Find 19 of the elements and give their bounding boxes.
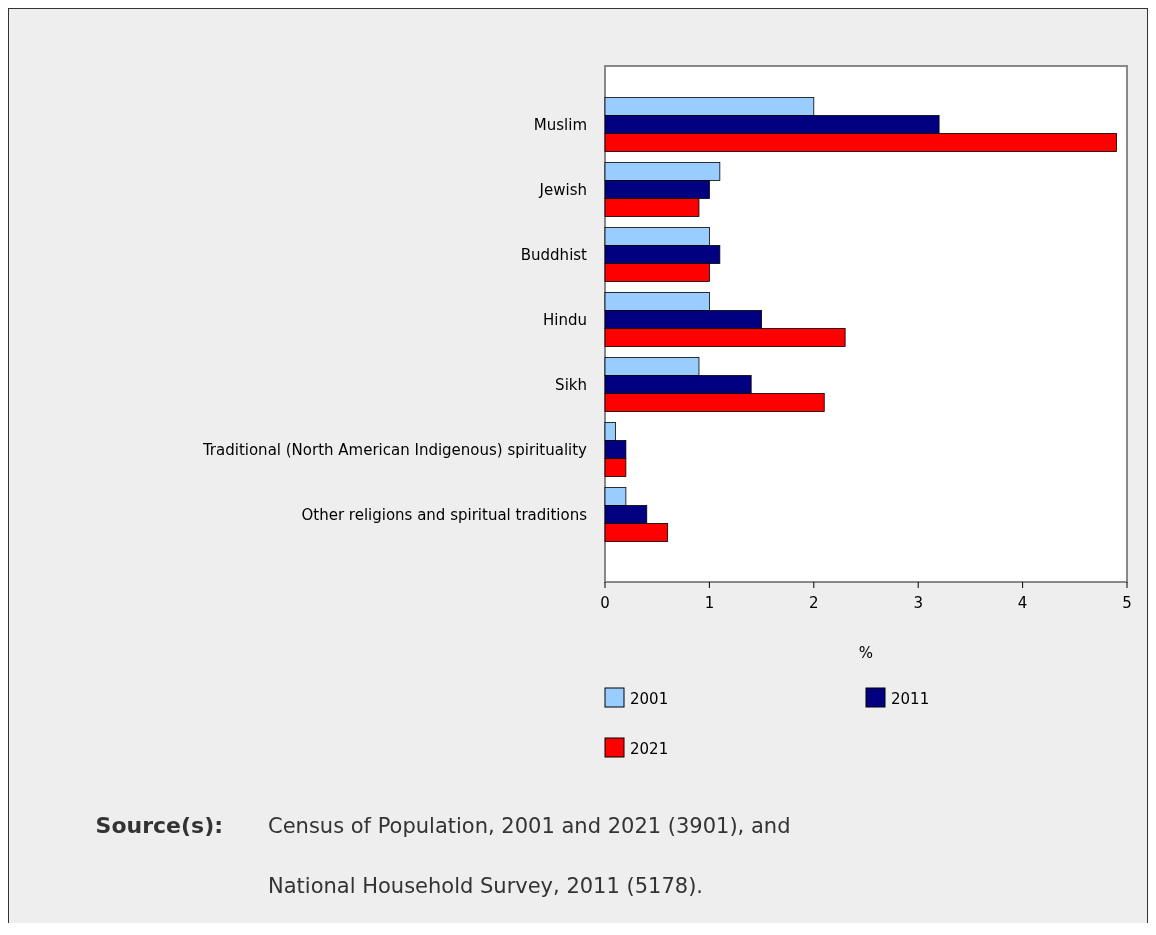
x-tick-label: 5	[1122, 594, 1132, 612]
x-tick-label: 2	[809, 594, 819, 612]
text: Census of Population, 2001 and 2021 (3901), and National Household Survey, 2011 (5178).	[268, 814, 791, 898]
legend-label: 2011	[891, 690, 930, 708]
y-tick-label: Traditional (North American Indigenous) spirituality	[201, 440, 588, 459]
x-tick-label: 3	[913, 594, 923, 612]
x-tick-label: 4	[1017, 594, 1028, 612]
legend-label: 2021	[630, 740, 669, 758]
source-note: Source(s):	[95, 813, 223, 838]
y-tick-label: Buddhist	[520, 245, 588, 264]
y-tick-label: Jewish	[538, 180, 587, 199]
y-tick-label: Muslim	[533, 115, 587, 134]
y-tick-label: Other religions and spiritual traditions	[301, 505, 588, 524]
x-axis-title: %	[858, 644, 874, 662]
y-tick-label: Sikh	[555, 375, 587, 394]
y-tick-label: Hindu	[543, 310, 587, 329]
x-tick-label: 1	[704, 594, 715, 612]
x-tick-label: 0	[600, 594, 610, 612]
legend-label: 2001	[630, 690, 669, 708]
